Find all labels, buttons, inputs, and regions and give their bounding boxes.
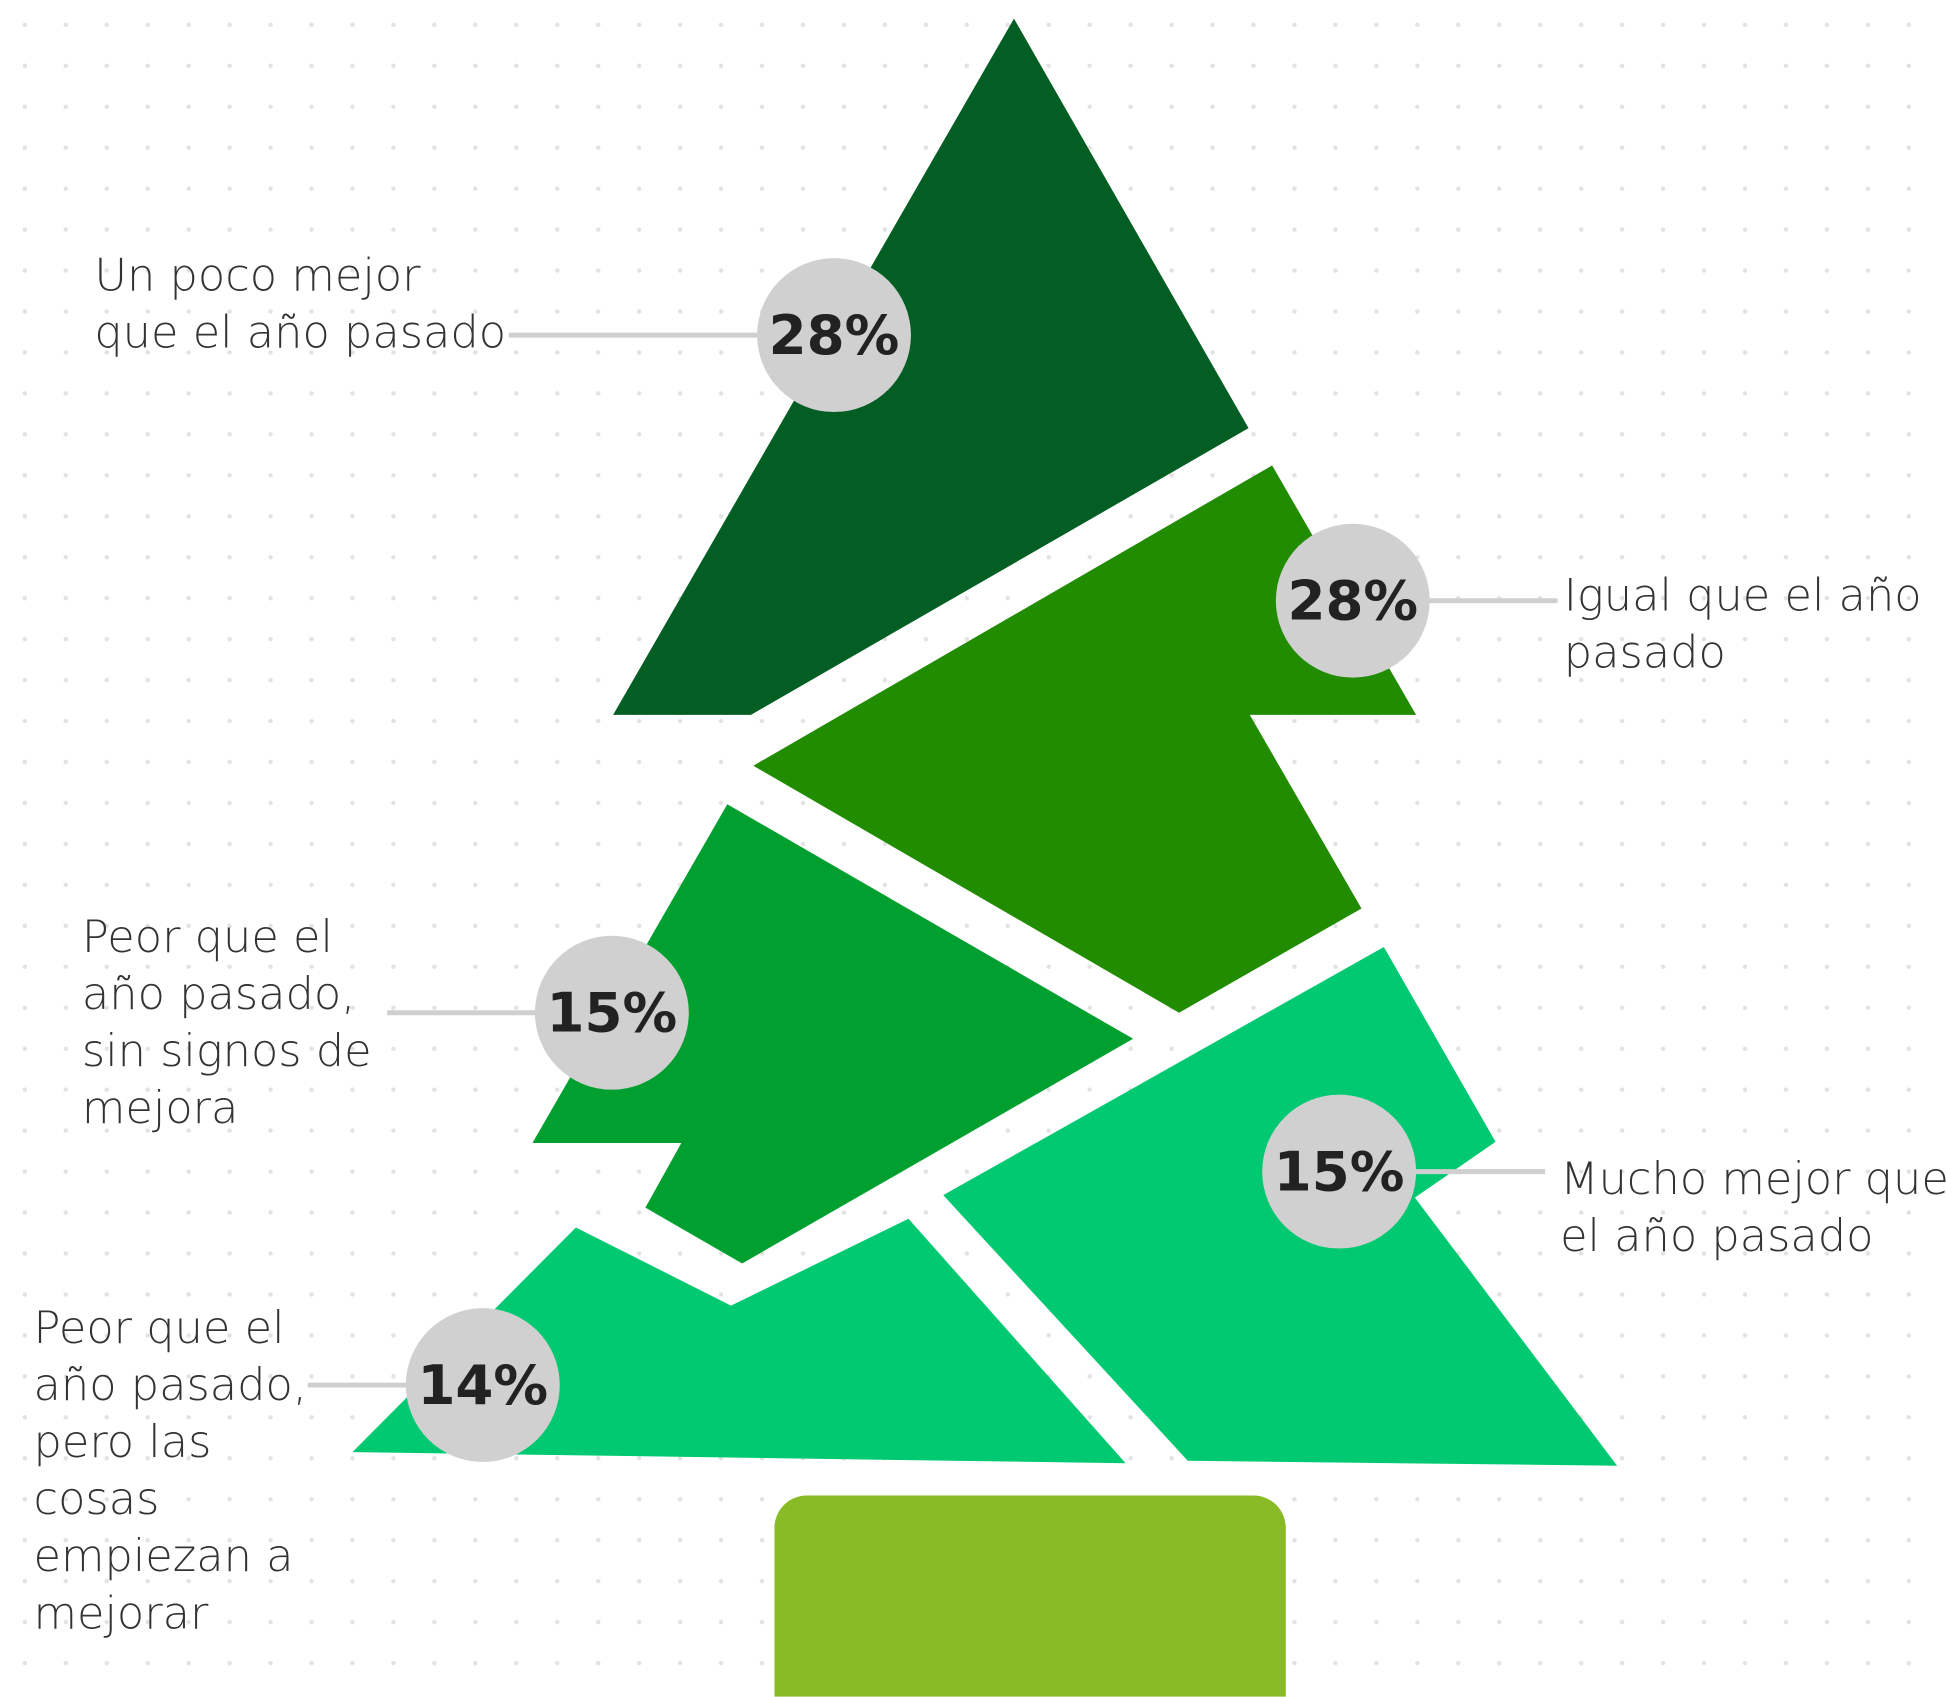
- value-label: 15%: [1274, 1140, 1405, 1204]
- tree-segment: [613, 18, 1249, 715]
- tree-trunk: [774, 1495, 1286, 1697]
- value-bubble: [757, 258, 911, 413]
- value-label: 15%: [547, 981, 678, 1045]
- category-label: Peor que el año pasado, sin signos de me…: [81, 912, 372, 1135]
- category-label: Un poco mejor que el año pasado: [94, 250, 507, 359]
- value-label: 28%: [1287, 569, 1418, 633]
- value-label: 28%: [769, 303, 900, 367]
- tree-segment: [753, 465, 1417, 1013]
- tree-segment: [532, 804, 1134, 1264]
- value-bubble: [1275, 523, 1430, 678]
- value-bubble: [405, 1308, 560, 1463]
- value-bubble: [534, 935, 689, 1090]
- category-label: Igual que el año pasado: [1563, 570, 1922, 679]
- category-label: Mucho mejor que el año pasado: [1560, 1154, 1946, 1263]
- category-label: Peor que el año pasado, pero las cosas e…: [33, 1303, 308, 1640]
- value-bubble: [1262, 1094, 1417, 1249]
- value-label: 14%: [417, 1353, 548, 1417]
